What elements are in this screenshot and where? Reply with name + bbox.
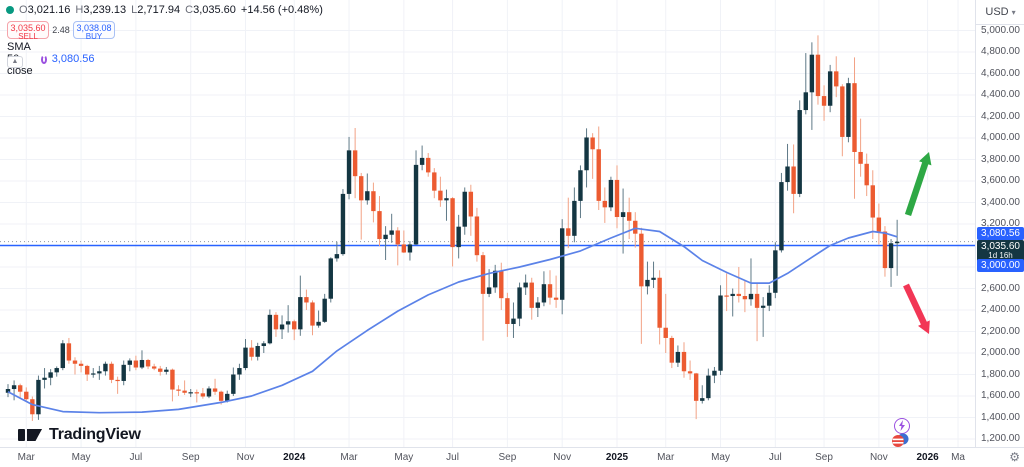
sell-price: 3,035.60 — [10, 23, 46, 33]
gridlines — [0, 0, 975, 447]
time-axis-label: 2026 — [916, 452, 939, 463]
time-axis-label: Jul — [768, 452, 782, 463]
collapse-legend-button[interactable]: ▲ — [7, 56, 23, 68]
price-tick-label: 3,200.00 — [981, 218, 1020, 229]
last-badge-value: 3,035.60 — [981, 240, 1020, 252]
arrow-down-head — [918, 320, 930, 334]
buy-price: 3,038.08 — [76, 23, 112, 33]
currency-dropdown[interactable]: USD ▾ — [976, 0, 1024, 25]
time-axis-label: Ma — [951, 452, 965, 463]
arrow-up-annotation[interactable] — [904, 160, 929, 217]
price-tick-label: 2,600.00 — [981, 282, 1020, 294]
sell-button[interactable]: 3,035.60 SELL — [7, 21, 49, 41]
price-tick-label: 2,400.00 — [981, 304, 1020, 315]
buy-label: BUY — [85, 32, 103, 41]
price-tick-label: 1,600.00 — [981, 390, 1020, 401]
buy-sell-widget: 3,035.60 SELL 2.48 3,038.08 BUY — [7, 21, 115, 41]
tradingview-logo-icon — [18, 429, 42, 441]
time-axis-label: May — [394, 452, 414, 463]
price-tick-label: 4,800.00 — [981, 46, 1020, 57]
sma-50-line[interactable] — [7, 227, 898, 414]
change-value: +14.56 (+0.48%) — [240, 4, 323, 16]
time-axis-label: Nov — [553, 452, 572, 463]
hline-badge-value: 3,000.00 — [981, 259, 1020, 271]
price-tick-label: 5,000.00 — [981, 24, 1020, 36]
sma-price-badge: 3,080.56 — [977, 226, 1024, 240]
time-axis-label: Nov — [869, 452, 888, 463]
price-tick-label: 1,400.00 — [981, 411, 1020, 423]
time-axis-label: Mar — [657, 452, 675, 463]
bar-countdown: 1d 16h — [988, 250, 1013, 260]
time-axis-label: May — [711, 452, 730, 463]
price-chart[interactable] — [0, 0, 975, 447]
price-tick-label: 3,800.00 — [981, 153, 1020, 165]
hline-price-badge: 3,000.00 — [977, 258, 1024, 272]
arrow-up-head — [919, 152, 932, 166]
buy-button[interactable]: 3,038.08 BUY — [73, 21, 115, 41]
time-axis-label: Sep — [815, 452, 833, 463]
event-marker-icon[interactable] — [894, 418, 910, 434]
chevron-down-icon: ▾ — [1011, 7, 1016, 17]
chart-plot-area[interactable] — [0, 0, 975, 447]
time-axis-label: Sep — [181, 452, 200, 463]
low-value: L2,717.94 — [131, 4, 181, 16]
currency-label: USD — [985, 6, 1009, 18]
economic-events-icon[interactable] — [890, 433, 912, 448]
price-axis[interactable]: USD ▾ 5,000.00 4,800.00 4,600.00 4,400.00 4,… — [975, 0, 1024, 447]
time-axis-label: 2024 — [283, 452, 306, 463]
price-tick-label: 1,200.00 — [981, 433, 1020, 444]
price-tick-label: 2,200.00 — [981, 325, 1020, 337]
time-axis-label: May — [71, 452, 91, 463]
time-axis[interactable]: Mar May Jul Sep Nov 2024 Mar May Jul Sep Nov 2025 Ma… — [0, 447, 1024, 467]
ohlc-row: O3,021.16 H3,239.13 L2,717.94 C3,035.60 … — [6, 4, 323, 16]
gear-icon[interactable]: ⚙ — [1009, 450, 1020, 464]
time-axis-label: Jul — [446, 452, 459, 463]
time-axis-label: Nov — [236, 452, 255, 463]
high-value: H3,239.13 — [75, 4, 127, 16]
tradingview-attribution[interactable]: TradingView — [18, 424, 141, 445]
last-price-badge: 3,035.60 1d 16h — [977, 239, 1024, 262]
time-axis-label: 2025 — [605, 452, 629, 463]
time-axis-label: Jul — [129, 452, 143, 463]
price-tick-label: 1,800.00 — [981, 368, 1020, 380]
price-tick-label: 3,400.00 — [981, 196, 1020, 208]
price-tick-label: 4,000.00 — [981, 132, 1020, 143]
tradingview-wordmark: TradingView — [49, 425, 141, 443]
price-tick-label: 4,200.00 — [981, 110, 1020, 122]
lightning-icon — [899, 420, 905, 431]
series-status-dot — [6, 6, 14, 14]
price-tick-label: 3,600.00 — [981, 175, 1020, 186]
sma-badge-value: 3,080.56 — [981, 227, 1020, 239]
open-value: O3,021.16 — [19, 4, 71, 16]
price-tick-label: 4,400.00 — [981, 89, 1020, 100]
us-flag-icon — [892, 433, 909, 447]
indicator-value: 3,080.56 — [51, 53, 95, 65]
price-tick-label: 4,600.00 — [981, 67, 1020, 79]
indicator-loading-icon — [40, 54, 47, 64]
sell-label: SELL — [18, 32, 38, 41]
arrow-down-annotation[interactable] — [903, 283, 928, 327]
time-axis-label: Sep — [498, 452, 517, 463]
time-axis-label: Mar — [340, 452, 358, 463]
spread-value: 2.48 — [52, 25, 70, 35]
close-value: C3,035.60 — [185, 4, 236, 16]
price-tick-label: 2,000.00 — [981, 347, 1020, 358]
time-axis-label: Mar — [17, 452, 35, 463]
